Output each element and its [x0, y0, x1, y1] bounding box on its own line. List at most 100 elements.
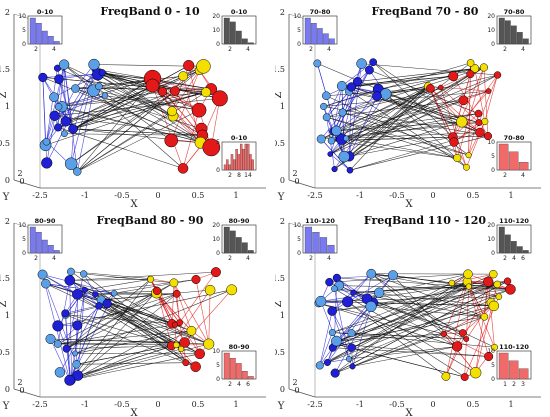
panel-title: FreqBand 0 - 10 — [100, 5, 200, 18]
left-module-node — [95, 82, 103, 91]
cross-module-link — [372, 302, 463, 334]
inset-x-tick: 2 — [309, 46, 313, 53]
inset-title: 80-90 — [35, 217, 56, 225]
x-axis-label: X — [130, 408, 138, 417]
histogram-bar — [312, 232, 320, 254]
cross-module-link — [379, 292, 495, 348]
left-module-link — [63, 64, 67, 122]
inset-histogram-red: 80-90 0 5 10 2 4 6 — [212, 343, 257, 388]
histogram-bar — [498, 17, 505, 45]
histogram-bar — [249, 154, 252, 171]
cross-module-link — [76, 362, 186, 365]
left-module-node — [80, 270, 88, 278]
axis-line — [288, 179, 316, 189]
cross-module-link — [342, 112, 469, 156]
left-module-node — [315, 295, 327, 307]
cross-module-link — [336, 289, 511, 342]
histogram-bar — [251, 159, 254, 171]
inset-y-tick: 0 — [22, 41, 26, 48]
left-module-node — [64, 157, 78, 171]
histogram-bar — [522, 38, 529, 45]
cross-module-link — [101, 299, 196, 367]
x-tick-label: 0.5 — [192, 191, 205, 200]
right-module-node — [491, 343, 498, 351]
histogram-bar — [310, 23, 317, 45]
x-tick-label: 0 — [430, 191, 435, 200]
right-module-link — [440, 87, 480, 123]
inset-title: 110-120 — [305, 217, 335, 225]
left-module-node — [95, 302, 103, 310]
cross-module-link — [66, 293, 177, 349]
cross-module-link — [326, 117, 458, 159]
right-module-node — [470, 64, 480, 73]
cross-module-link — [318, 302, 458, 347]
histogram-bar — [241, 38, 248, 45]
left-module-node — [67, 267, 75, 276]
right-module-node — [190, 361, 201, 373]
right-module-node — [466, 70, 475, 79]
left-module-node — [38, 72, 48, 83]
left-module-link — [46, 69, 96, 164]
cross-module-link — [93, 64, 174, 117]
right-module-link — [487, 281, 495, 348]
inset-x-tick: 4 — [512, 255, 516, 262]
left-module-node — [330, 368, 340, 378]
cross-module-link — [334, 343, 465, 378]
cross-module-link — [349, 136, 453, 157]
left-module-node — [331, 335, 342, 347]
cross-module-link — [72, 65, 189, 130]
left-module-node — [327, 136, 336, 145]
right-module-node — [452, 341, 463, 352]
inset-title: 80-90 — [229, 217, 250, 225]
cross-module-link — [71, 330, 192, 381]
right-module-link — [156, 292, 180, 323]
y-axis-label: Y — [2, 192, 10, 203]
left-module-node — [111, 290, 118, 297]
right-module-link — [170, 70, 200, 141]
cross-module-link — [332, 281, 468, 333]
cross-module-link — [76, 344, 177, 365]
cross-module-link — [346, 74, 498, 139]
cross-module-link — [372, 61, 454, 138]
left-module-node — [60, 116, 71, 127]
right-module-link — [445, 281, 468, 377]
left-module-node — [54, 103, 63, 111]
inset-title: 0-10 — [37, 8, 54, 16]
inset-histogram-blue: 0-10 0 5 10 2 4 — [18, 8, 63, 53]
inset-x-tick: 4 — [521, 46, 525, 53]
left-module-node — [62, 344, 71, 353]
right-module-node — [503, 277, 512, 285]
histogram-bar — [223, 226, 230, 254]
cross-module-link — [351, 284, 498, 348]
histogram-bar — [230, 154, 234, 171]
inset-x-tick: 2 — [503, 46, 507, 53]
histogram-bar — [237, 154, 241, 171]
right-module-node — [463, 269, 473, 279]
inset-x-tick: 4 — [52, 46, 56, 53]
histogram-bar — [504, 20, 511, 45]
left-module-node — [58, 59, 70, 70]
cross-module-link — [343, 86, 429, 157]
cross-module-link — [376, 68, 475, 97]
right-module-link — [171, 282, 175, 324]
right-module-node — [460, 373, 469, 381]
left-module-link — [332, 274, 394, 312]
histogram-bar — [328, 38, 335, 45]
cross-module-link — [352, 346, 458, 367]
cross-module-link — [77, 348, 182, 376]
cross-module-link — [95, 290, 158, 295]
cross-module-link — [323, 106, 489, 137]
histogram-bar — [516, 32, 523, 45]
x-tick-label: -2.5 — [32, 191, 47, 200]
cross-module-link — [332, 289, 511, 312]
y-tick-label: 0 — [294, 177, 299, 186]
inset-x-tick: 2 — [512, 381, 516, 388]
x-tick-label: 0.5 — [467, 400, 480, 409]
axis-line — [13, 388, 41, 398]
left-module-node — [315, 361, 324, 370]
left-module-link — [42, 77, 63, 107]
z-tick-label: 1 — [280, 311, 285, 320]
left-module-node — [45, 333, 56, 345]
right-module-node — [426, 84, 435, 93]
inset-x-tick: 4 — [52, 255, 56, 262]
